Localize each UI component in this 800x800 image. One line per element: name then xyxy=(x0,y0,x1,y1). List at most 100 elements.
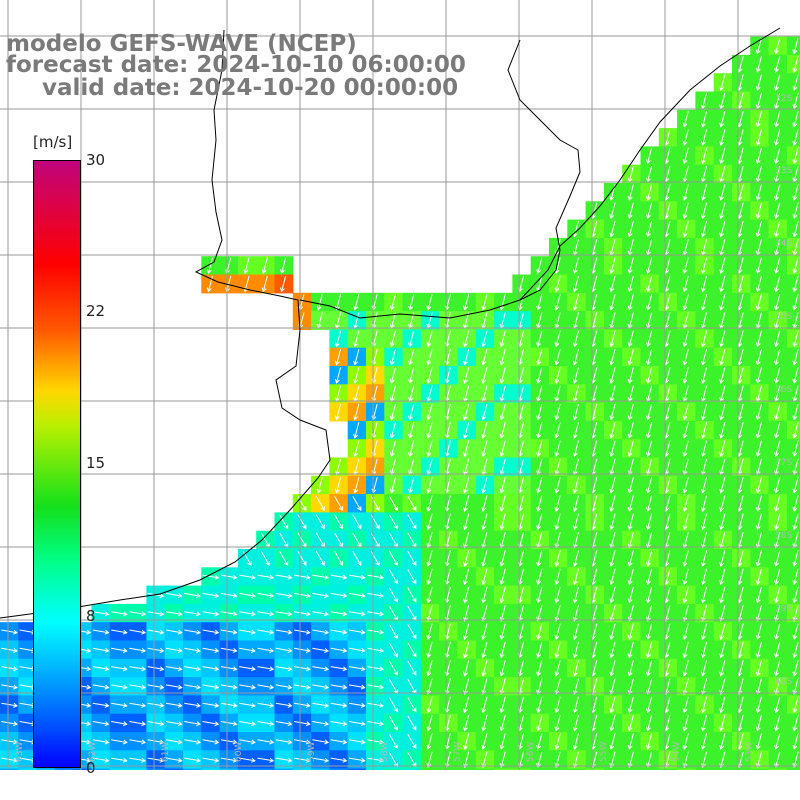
wind-arrow xyxy=(683,550,689,567)
arrow-head xyxy=(86,721,92,727)
arrow-head xyxy=(609,452,615,458)
arrow-head xyxy=(412,707,417,713)
wind-arrow xyxy=(354,385,360,402)
arrow-head xyxy=(86,739,92,745)
wind-arrow xyxy=(312,592,329,597)
wind-arrow xyxy=(500,348,506,365)
wind-arrow xyxy=(165,666,182,670)
wind-arrow xyxy=(482,403,488,420)
wind-arrow xyxy=(500,513,506,530)
arrow-head xyxy=(412,506,417,512)
arrow-head xyxy=(499,525,505,531)
arrow-head xyxy=(755,415,761,421)
wind-arrow xyxy=(407,642,417,657)
arrow-head xyxy=(287,776,293,782)
wind-arrow xyxy=(573,403,579,420)
arrow-head xyxy=(646,744,651,750)
wind-arrow xyxy=(482,312,488,329)
arrow-head xyxy=(499,506,505,512)
wind-arrow xyxy=(348,702,365,707)
wind-arrow xyxy=(334,550,344,566)
wind-arrow xyxy=(793,769,799,786)
arrow-head xyxy=(536,671,542,677)
arrow-head xyxy=(159,648,165,653)
wind-arrow xyxy=(519,550,525,567)
wind-arrow xyxy=(239,611,255,615)
wind-arrow xyxy=(793,165,799,182)
arrow-head xyxy=(320,506,325,512)
wind-arrow xyxy=(348,574,365,579)
arrow-head xyxy=(792,488,798,494)
wind-arrow xyxy=(647,147,653,164)
wind-arrow xyxy=(407,587,417,602)
wind-arrow xyxy=(1,739,18,743)
arrow-head xyxy=(719,360,725,366)
wind-arrow xyxy=(537,367,543,384)
wind-arrow xyxy=(573,477,579,493)
arrow-head xyxy=(426,653,432,659)
arrow-head xyxy=(792,635,798,641)
arrow-head xyxy=(463,653,468,659)
wind-arrow xyxy=(427,513,433,530)
wind-arrow xyxy=(720,513,726,530)
arrow-head xyxy=(426,561,432,567)
wind-arrow xyxy=(592,605,598,621)
wind-arrow xyxy=(1,629,18,634)
arrow-head xyxy=(627,708,633,714)
lon-label: 60W xyxy=(234,742,244,762)
wind-arrow xyxy=(279,514,289,529)
wind-arrow xyxy=(407,550,417,566)
wind-arrow xyxy=(665,294,671,310)
wind-arrow xyxy=(592,312,598,329)
wind-arrow xyxy=(610,714,616,731)
arrow-head xyxy=(408,452,413,458)
wind-arrow xyxy=(647,495,653,512)
arrow-head xyxy=(517,781,523,787)
arrow-head xyxy=(774,232,779,238)
wind-arrow xyxy=(464,769,470,786)
wind-arrow xyxy=(555,678,561,695)
wind-arrow xyxy=(683,660,689,676)
arrow-head xyxy=(700,616,706,622)
wind-arrow xyxy=(793,184,799,201)
wind-arrow xyxy=(464,385,470,402)
wind-arrow xyxy=(464,660,470,676)
arrow-head xyxy=(393,707,398,713)
wind-arrow xyxy=(592,623,598,640)
arrow-head xyxy=(320,561,325,566)
wind-arrow xyxy=(482,714,488,731)
arrow-head xyxy=(646,433,651,439)
wind-arrow xyxy=(720,92,726,109)
arrow-head xyxy=(342,684,348,690)
wind-arrow xyxy=(628,477,634,493)
wind-arrow xyxy=(519,605,525,621)
wind-arrow xyxy=(647,623,653,640)
wind-arrow xyxy=(464,641,470,658)
arrow-head xyxy=(412,634,417,640)
wind-arrow xyxy=(702,586,708,603)
wind-arrow xyxy=(409,458,415,475)
wind-arrow xyxy=(537,605,543,621)
wind-arrow xyxy=(370,532,380,548)
wind-arrow xyxy=(647,348,653,365)
wind-arrow xyxy=(330,721,347,725)
arrow-head xyxy=(342,776,348,782)
wind-arrow xyxy=(354,330,360,347)
arrow-head xyxy=(719,506,725,512)
wind-arrow xyxy=(500,531,506,548)
arrow-head xyxy=(269,721,275,727)
wind-arrow xyxy=(610,422,616,438)
arrow-head xyxy=(627,433,633,439)
arrow-head xyxy=(609,360,615,366)
wind-arrow xyxy=(555,660,561,676)
wind-arrow xyxy=(367,666,384,670)
wind-arrow xyxy=(592,513,598,530)
wind-arrow xyxy=(111,611,127,615)
arrow-head xyxy=(755,689,761,695)
arrow-head xyxy=(481,763,487,769)
arrow-head xyxy=(499,415,505,421)
arrow-head xyxy=(426,689,432,695)
wind-arrow xyxy=(756,56,762,72)
wind-arrow xyxy=(610,678,616,695)
